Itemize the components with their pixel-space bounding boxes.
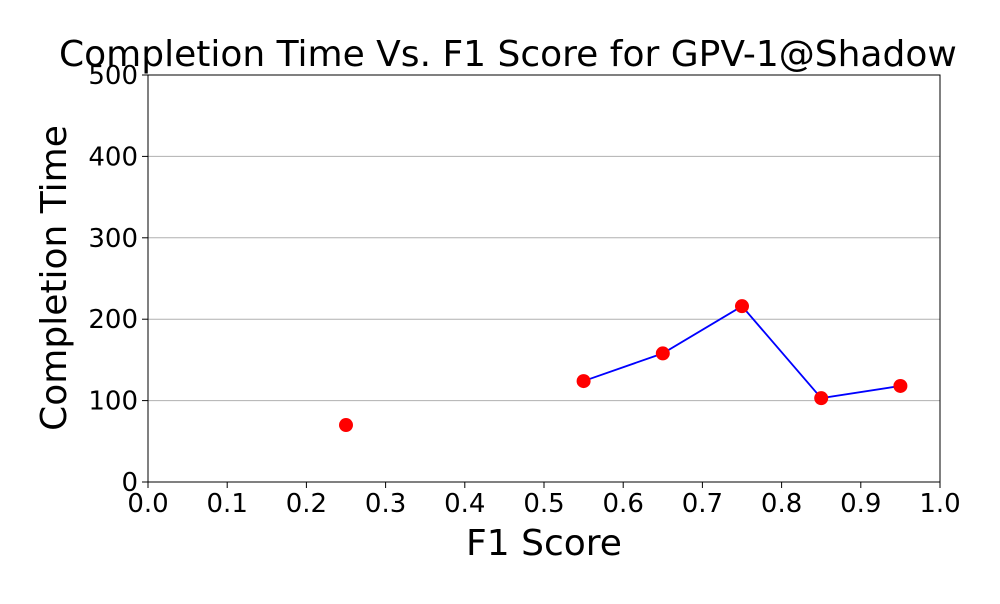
x-tick-label: 0.4	[444, 489, 485, 519]
y-tick-label: 400	[88, 142, 138, 172]
x-axis-label: F1 Score	[466, 523, 622, 564]
y-axis-ticks: 0 100 200 300 400 500	[88, 61, 148, 498]
y-axis-label: Completion Time	[34, 125, 75, 431]
y-tick-label: 300	[88, 224, 138, 254]
x-tick-label: 1.0	[919, 489, 960, 519]
data-point	[576, 374, 591, 389]
data-point	[339, 418, 353, 433]
x-tick-label: 0.2	[286, 489, 327, 519]
x-tick-label: 0.5	[523, 489, 564, 519]
x-tick-label: 0.7	[682, 489, 723, 519]
grid-lines	[148, 155, 940, 402]
x-tick-label: 0.9	[840, 489, 881, 519]
x-tick-label: 0.6	[603, 489, 644, 519]
data-point	[814, 391, 829, 406]
series-lines	[583, 305, 901, 400]
x-tick-label: 0.8	[761, 489, 802, 519]
data-points	[339, 299, 908, 433]
chart-title: Completion Time Vs. F1 Score for GPV-1@S…	[59, 34, 957, 75]
y-tick-label: 100	[88, 387, 138, 417]
data-point	[735, 299, 749, 314]
x-axis-ticks: 0.0 0.1 0.2 0.3 0.4 0.5 0.6 0.7 0.8 0.9 1.0	[127, 482, 961, 519]
x-tick-label: 0.3	[365, 489, 406, 519]
y-tick-label: 0	[121, 468, 138, 498]
plot-area-frame	[147, 74, 941, 483]
y-tick-label: 200	[88, 305, 138, 335]
series-line	[583, 305, 901, 400]
y-tick-label: 500	[88, 61, 138, 91]
x-tick-label: 0.0	[127, 489, 168, 519]
x-tick-label: 0.1	[207, 489, 248, 519]
data-point	[655, 346, 670, 361]
data-point	[893, 378, 908, 393]
